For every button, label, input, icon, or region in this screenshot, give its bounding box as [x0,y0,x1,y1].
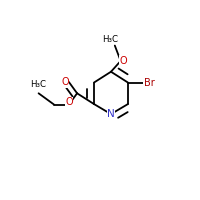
Text: Br: Br [144,78,155,88]
Text: H₃C: H₃C [31,80,47,89]
Text: H₃C: H₃C [102,35,118,44]
Text: O: O [65,97,73,107]
Text: N: N [107,109,115,119]
Text: O: O [61,77,69,87]
Text: O: O [120,56,128,66]
